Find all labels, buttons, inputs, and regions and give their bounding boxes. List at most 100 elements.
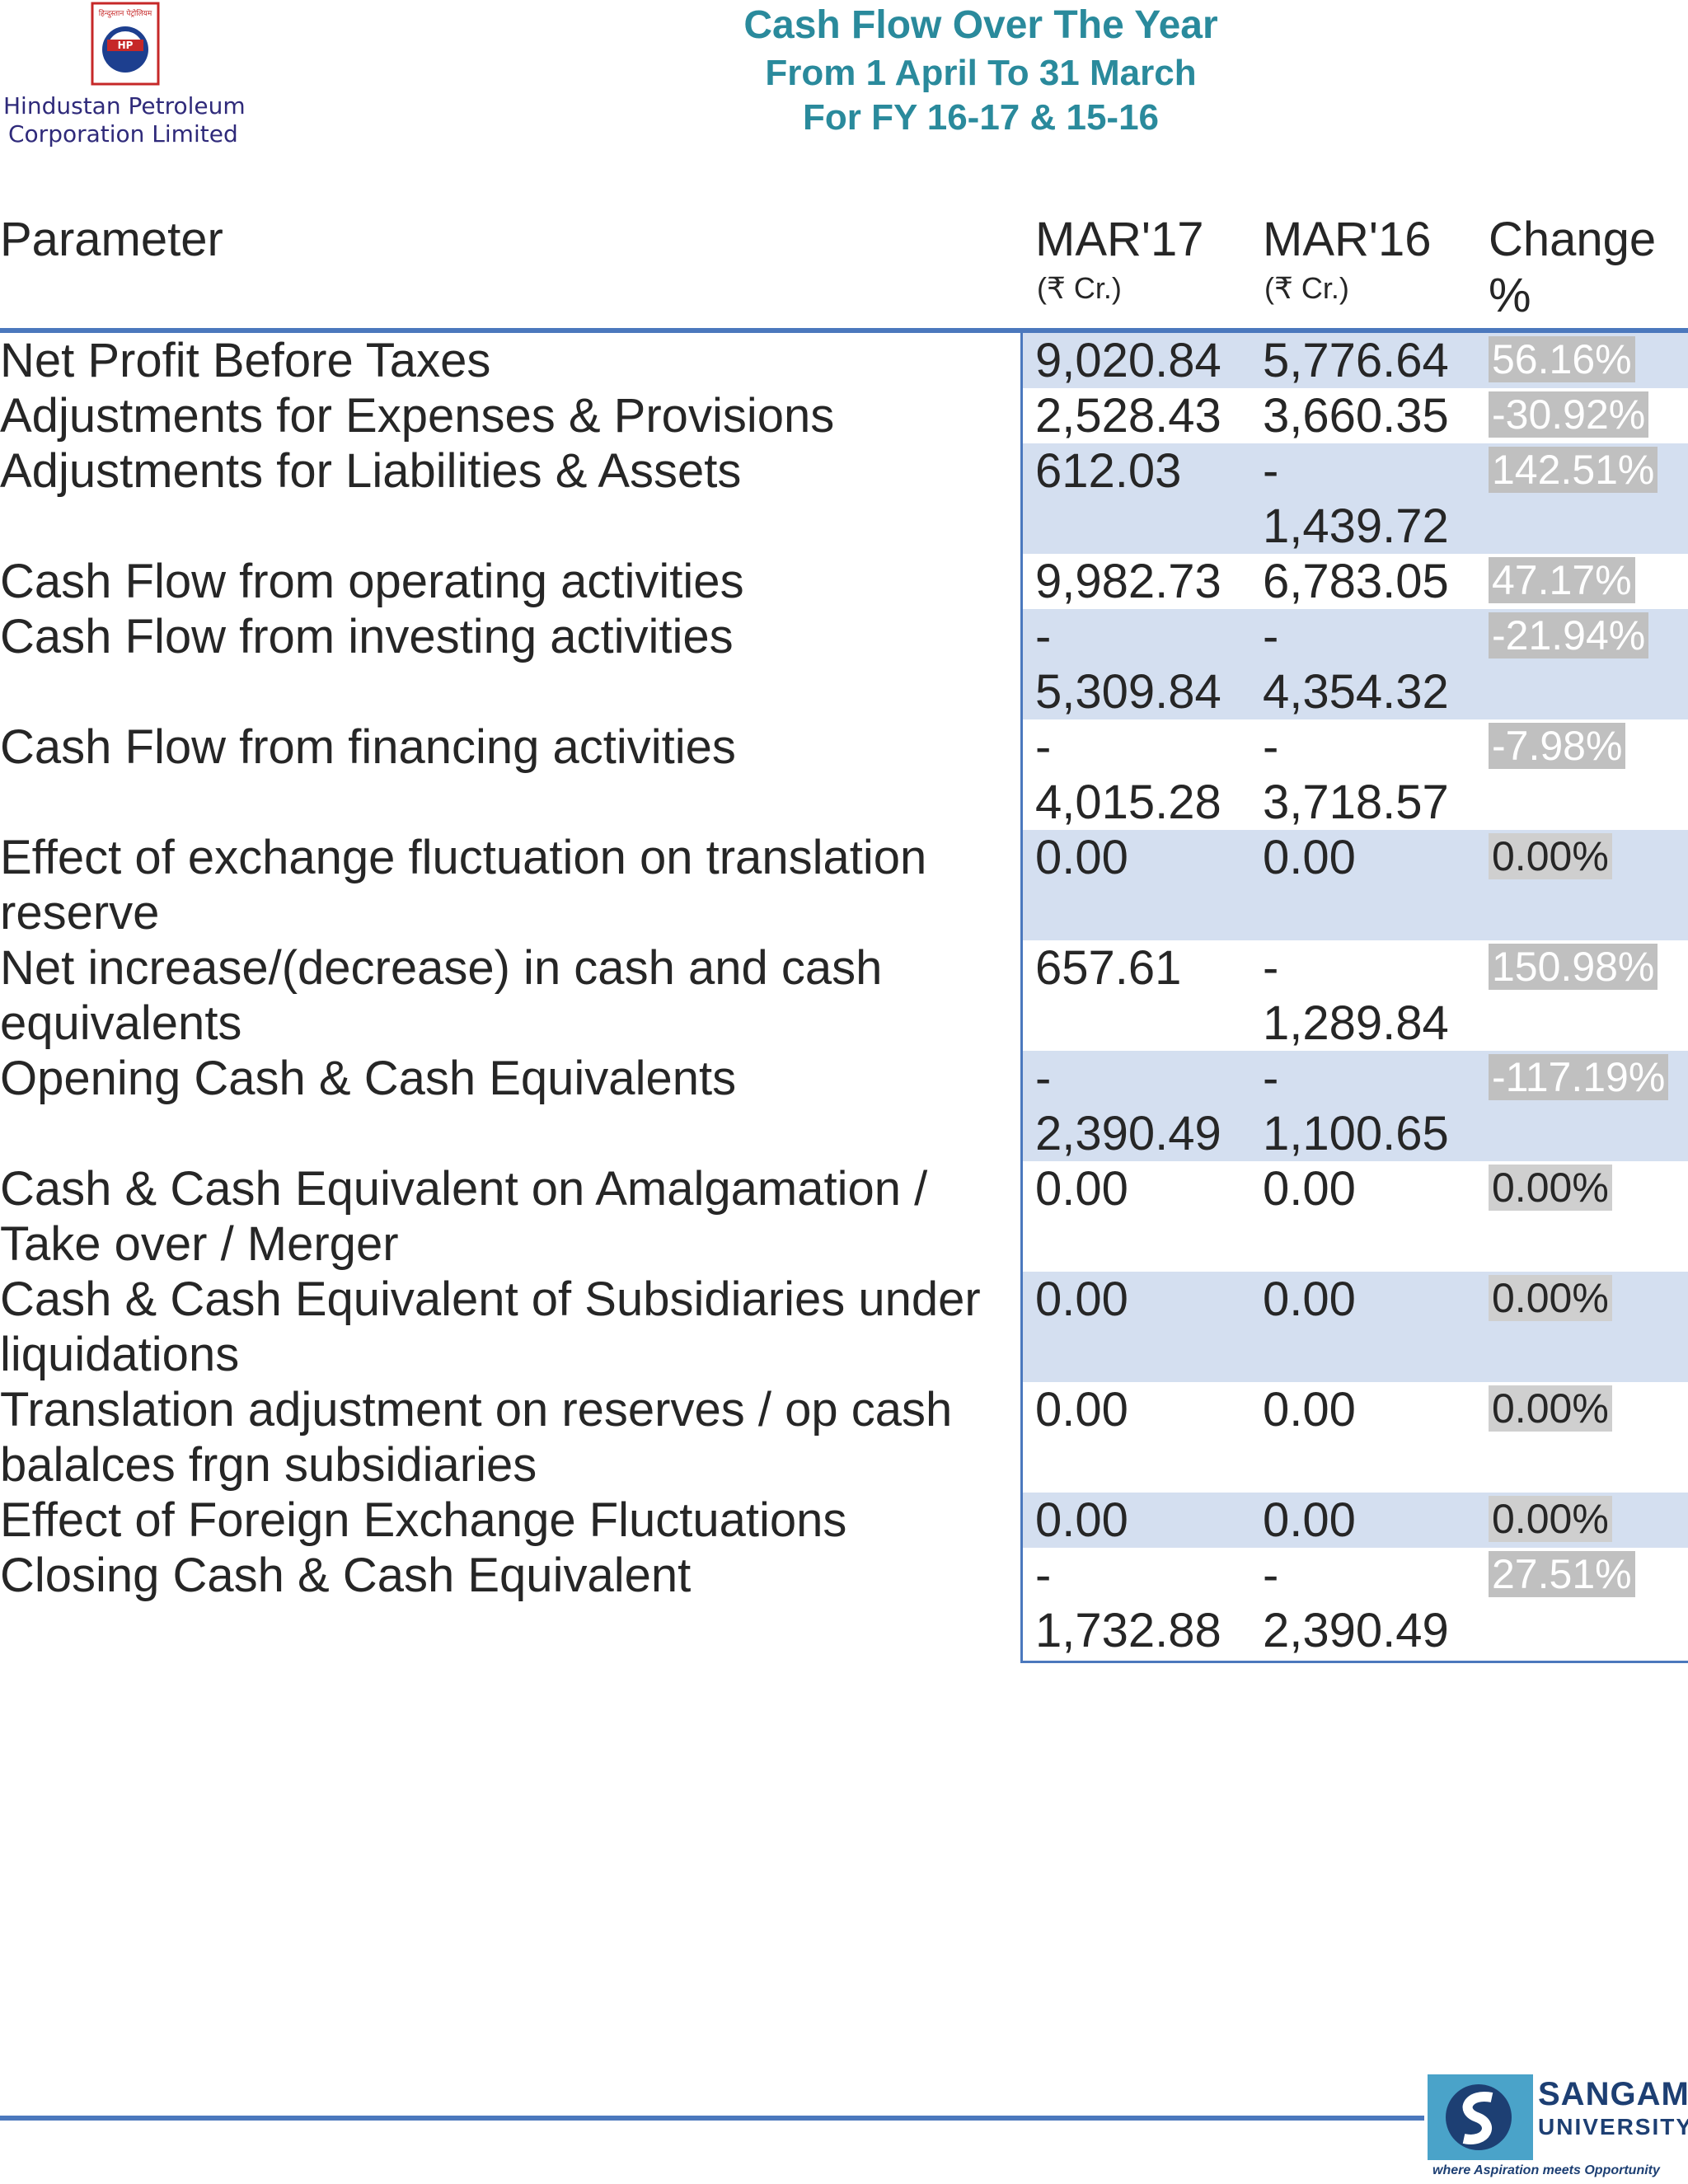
change-cell: 27.51% — [1489, 1551, 1635, 1597]
parameter-cell-line: Effect of Foreign Exchange Fluctuations — [0, 1493, 847, 1547]
mar17-cell-line: 9,020.84 — [1035, 334, 1221, 387]
mar17-cell: 2,528.43 — [1035, 388, 1250, 443]
header-mar16-unit: (₹ Cr.) — [1264, 271, 1349, 305]
table-row: Cash Flow from investing activities -5,30… — [0, 609, 1688, 719]
mar16-cell: -1,439.72 — [1263, 443, 1477, 554]
parameter-cell-line: Cash Flow from investing activities — [0, 610, 734, 663]
parameter-cell: Net Profit Before Taxes — [0, 333, 1006, 388]
table-row: Cash & Cash Equivalent on Amalgamation /… — [0, 1161, 1688, 1272]
page-title: Cash Flow Over The Year — [743, 3, 1218, 47]
mar16-cell: 0.00 — [1263, 1272, 1477, 1327]
university-tagline: where Aspiration meets Opportunity — [1432, 2163, 1660, 2177]
mar16-cell-line: 3,718.57 — [1263, 776, 1449, 829]
parameter-cell: Adjustments for Expenses & Provisions — [0, 388, 1006, 443]
company-name-line1: Hindustan Petroleum — [3, 92, 246, 120]
mar16-cell: -1,289.84 — [1263, 940, 1477, 1051]
mar16-cell-line: - — [1263, 1549, 1279, 1602]
mar17-cell: 0.00 — [1035, 830, 1250, 885]
mar16-cell-line: 0.00 — [1263, 1383, 1356, 1436]
table-row: Adjustments for Liabilities & Assets 612.… — [0, 443, 1688, 554]
parameter-cell-line: Net Profit Before Taxes — [0, 334, 491, 387]
parameter-cell-line: reserve — [0, 886, 160, 940]
table-bottom-rule — [1020, 1661, 1688, 1663]
mar17-cell: 9,020.84 — [1035, 333, 1250, 388]
table-row: Adjustments for Expenses & Provisions 2,5… — [0, 388, 1688, 443]
mar17-cell-line: - — [1035, 1052, 1052, 1105]
parameter-cell-line: Opening Cash & Cash Equivalents — [0, 1052, 737, 1105]
table-row: Cash Flow from financing activities -4,01… — [0, 719, 1688, 830]
sangam-emblem-icon — [1428, 2074, 1533, 2160]
parameter-cell: Cash & Cash Equivalent of Subsidiaries u… — [0, 1272, 1006, 1382]
mar16-cell-line: 0.00 — [1263, 1272, 1356, 1326]
mar16-cell-line: 1,439.72 — [1263, 499, 1449, 553]
mar16-cell-line: 0.00 — [1263, 1162, 1356, 1216]
table-row: Net increase/(decrease) in cash and cash… — [0, 940, 1688, 1051]
table-left-rule — [1020, 333, 1023, 1662]
mar16-cell: 0.00 — [1263, 1493, 1477, 1548]
header-mar16: MAR'16 — [1263, 213, 1432, 266]
footer-rule — [0, 2116, 1434, 2121]
parameter-cell-line: balalces frgn subsidiaries — [0, 1438, 537, 1492]
mar16-cell-line: 1,289.84 — [1263, 996, 1449, 1050]
mar16-cell-line: - — [1263, 720, 1279, 774]
mar17-cell-line: 1,732.88 — [1035, 1604, 1221, 1657]
header-mar17-unit: (₹ Cr.) — [1037, 271, 1122, 305]
parameter-cell-line: Cash & Cash Equivalent of Subsidiaries u… — [0, 1272, 981, 1326]
mar16-cell: 5,776.64 — [1263, 333, 1477, 388]
mar17-cell: 0.00 — [1035, 1161, 1250, 1216]
mar17-cell: -1,732.88 — [1035, 1548, 1250, 1658]
table-row: Closing Cash & Cash Equivalent -1,732.88-… — [0, 1548, 1688, 1658]
parameter-cell-line: liquidations — [0, 1328, 240, 1381]
page-subtitle-fy: For FY 16-17 & 15-16 — [802, 97, 1160, 138]
university-name: SANGAM — [1538, 2076, 1688, 2112]
change-cell: 0.00% — [1489, 1385, 1612, 1432]
mar16-cell: -3,718.57 — [1263, 719, 1477, 830]
table-row: Net Profit Before Taxes 9,020.84 5,776.64 5… — [0, 333, 1688, 388]
parameter-cell: Cash Flow from financing activities — [0, 719, 1006, 775]
company-name-line2: Corporation Limited — [8, 120, 238, 148]
hp-logo: हिन्दुस्तान पेट्रोलियम HP Hindustan Petr… — [0, 0, 264, 157]
parameter-cell: Cash & Cash Equivalent on Amalgamation /… — [0, 1161, 1006, 1272]
mar16-cell-line: - — [1263, 1052, 1279, 1105]
mar16-cell-line: - — [1263, 444, 1279, 498]
change-cell: 142.51% — [1489, 447, 1658, 493]
mar16-cell-line: 5,776.64 — [1263, 334, 1449, 387]
mar17-cell-line: 2,528.43 — [1035, 389, 1221, 443]
parameter-cell: Effect of Foreign Exchange Fluctuations — [0, 1493, 1006, 1548]
change-cell: 0.00% — [1489, 1275, 1612, 1321]
mar16-cell: -4,354.32 — [1263, 609, 1477, 719]
parameter-cell-line: Cash Flow from operating activities — [0, 555, 744, 608]
change-cell: 47.17% — [1489, 557, 1635, 603]
mar16-cell-line: 6,783.05 — [1263, 555, 1449, 608]
mar17-cell: -2,390.49 — [1035, 1051, 1250, 1161]
mar17-cell-line: 0.00 — [1035, 1383, 1128, 1436]
parameter-cell-line: Effect of exchange fluctuation on transl… — [0, 831, 927, 884]
table-row: Opening Cash & Cash Equivalents -2,390.49… — [0, 1051, 1688, 1161]
table-row: Effect of Foreign Exchange Fluctuations 0… — [0, 1493, 1688, 1548]
mar17-cell-line: 4,015.28 — [1035, 776, 1221, 829]
change-cell: 150.98% — [1489, 944, 1658, 990]
change-cell: 0.00% — [1489, 833, 1612, 879]
parameter-cell: Cash Flow from operating activities — [0, 554, 1006, 609]
header-change: Change — [1489, 213, 1657, 266]
parameter-cell-line: Closing Cash & Cash Equivalent — [0, 1549, 692, 1602]
parameter-cell: Net increase/(decrease) in cash and cash… — [0, 940, 1006, 1051]
parameter-cell: Closing Cash & Cash Equivalent — [0, 1548, 1006, 1603]
university-word: UNIVERSITY — [1538, 2114, 1688, 2139]
mar17-cell-line: 5,309.84 — [1035, 665, 1221, 719]
mar16-cell: 0.00 — [1263, 1161, 1477, 1216]
change-cell: -30.92% — [1489, 391, 1649, 438]
parameter-cell: Cash Flow from investing activities — [0, 609, 1006, 664]
header-change-unit: % — [1489, 269, 1531, 322]
mar16-cell-line: 2,390.49 — [1263, 1604, 1449, 1657]
mar17-cell-line: 612.03 — [1035, 444, 1182, 498]
parameter-cell: Adjustments for Liabilities & Assets — [0, 443, 1006, 499]
mar16-cell-line: - — [1263, 941, 1279, 995]
parameter-cell-line: Adjustments for Liabilities & Assets — [0, 444, 742, 498]
mar16-cell-line: 3,660.35 — [1263, 389, 1449, 443]
header-rule — [0, 328, 1688, 333]
mar17-cell-line: - — [1035, 720, 1052, 774]
mar17-cell-line: 0.00 — [1035, 831, 1128, 884]
mar17-cell: 9,982.73 — [1035, 554, 1250, 609]
mar17-cell: 612.03 — [1035, 443, 1250, 499]
